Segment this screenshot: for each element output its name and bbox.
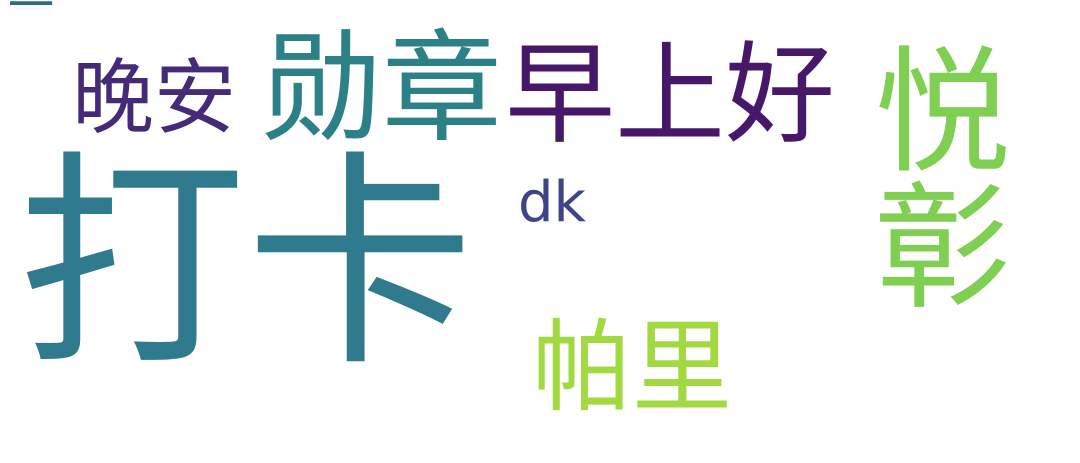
word-vertical: 悦彰	[851, 40, 1009, 312]
word-dk: dk	[518, 170, 586, 235]
word-pali: 帕里	[532, 309, 732, 426]
word-zaoshanghao: 早上好	[505, 31, 835, 159]
word-yi: 一	[8, 0, 54, 32]
word-xunzhang: 勋章	[262, 20, 502, 159]
word-wanan: 晚安	[72, 51, 237, 146]
word-daka: 打卡	[18, 131, 474, 397]
